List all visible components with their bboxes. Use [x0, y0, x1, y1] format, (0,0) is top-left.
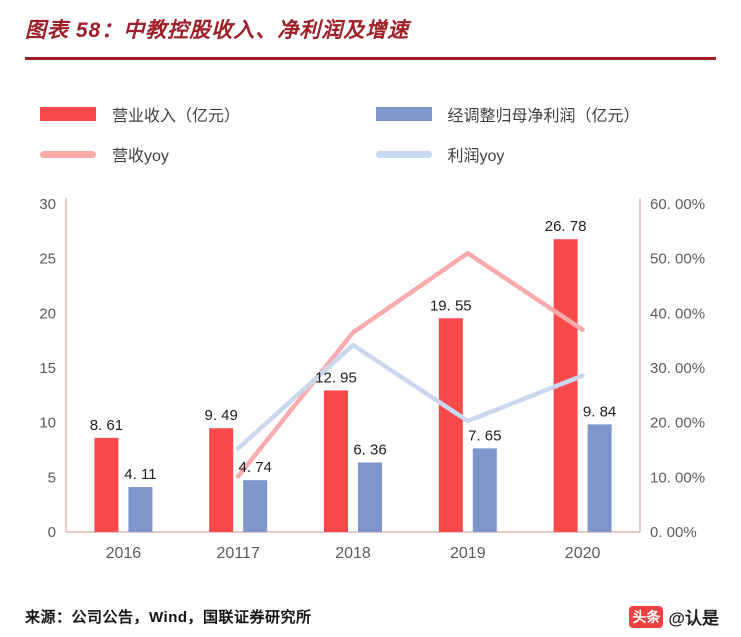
x-axis-label: 20117	[217, 545, 260, 562]
source-note: 来源：公司公告，Wind，国联证券研究所	[25, 609, 312, 626]
x-axis-label: 2018	[335, 545, 371, 562]
line-revenue-yoy	[235, 250, 585, 479]
left-axis-tick: 15	[39, 360, 56, 377]
right-axis-tick: 20. 00%	[650, 415, 705, 432]
x-axis-label: 2020	[565, 545, 601, 562]
left-axis-tick: 0	[48, 524, 56, 541]
bar-value-label: 4. 74	[239, 459, 272, 476]
figure-header: 图表 58：中教控股收入、净利润及增速	[25, 14, 716, 60]
legend-swatch-profit-yoy-line	[375, 150, 432, 158]
bar-net-profit	[587, 424, 612, 532]
bar-value-label: 7. 65	[468, 427, 501, 444]
left-axis-tick: 30	[39, 196, 56, 213]
bar-net-profit	[128, 487, 153, 532]
toutiao-logo: 头条	[629, 605, 664, 628]
legend-item-profit-yoy: 利润yoy	[375, 142, 712, 166]
right-axis-tick: 50. 00%	[650, 251, 705, 268]
bar-value-label: 8. 61	[90, 417, 123, 434]
bar-value-label: 26. 78	[545, 218, 587, 235]
bar-net-profit	[243, 480, 268, 532]
legend-swatch-revenue-yoy-line	[40, 150, 96, 158]
legend-item-net-profit: 经调整归母净利润（亿元）	[375, 102, 712, 126]
right-axis-tick: 30. 00%	[650, 360, 705, 377]
left-axis-tick: 10	[39, 415, 56, 432]
left-axis-tick: 25	[39, 251, 56, 268]
bar-revenue	[94, 437, 119, 532]
bar-value-label: 6. 36	[353, 441, 386, 458]
legend-item-revenue-yoy: 营收yoy	[40, 142, 376, 166]
right-axis-tick: 60. 00%	[650, 196, 705, 213]
legend-row-bars: 营业收入（亿元） 经调整归母净利润（亿元）	[40, 94, 711, 134]
bar-net-profit	[358, 462, 382, 532]
bar-net-profit	[472, 448, 497, 532]
x-axis-label: 2016	[106, 545, 142, 562]
legend-item-revenue: 营业收入（亿元）	[40, 102, 376, 126]
bar-revenue	[438, 318, 463, 532]
figure-title: 图表 58：中教控股收入、净利润及增速	[25, 19, 410, 42]
chart-legend: 营业收入（亿元） 经调整归母净利润（亿元） 营收yoy 利润yoy	[40, 94, 711, 174]
legend-label-revenue: 营业收入（亿元）	[112, 108, 241, 125]
figure-footer: 来源：公司公告，Wind，国联证券研究所 头条 @认是	[25, 604, 719, 629]
legend-swatch-revenue-bar	[40, 107, 96, 121]
right-axis-tick: 0. 00%	[650, 524, 697, 541]
legend-swatch-net-profit-bar	[375, 107, 432, 121]
right-axis-tick: 40. 00%	[650, 305, 705, 322]
legend-label-profit-yoy: 利润yoy	[447, 148, 505, 165]
legend-label-revenue-yoy: 营收yoy	[112, 148, 169, 165]
line-profit-yoy	[235, 342, 585, 451]
bar-revenue	[209, 428, 234, 532]
left-axis-tick: 20	[39, 305, 56, 322]
legend-row-lines: 营收yoy 利润yoy	[40, 134, 711, 174]
bar-value-label: 12. 95	[315, 369, 357, 386]
bar-value-label: 19. 55	[430, 297, 472, 314]
watermark: 头条 @认是	[629, 604, 719, 629]
bar-value-label: 9. 49	[205, 407, 238, 424]
chart-area: 营业收入（亿元） 经调整归母净利润（亿元） 营收yoy 利润yoy 0 5	[0, 94, 741, 577]
chart-plot-wrapper: 0 5 10 15 20 25 30 0. 00% 10. 00% 20. 00% 30. 00% 4…	[16, 192, 741, 577]
chart-plot: 0 5 10 15 20 25 30 0. 00% 10. 00% 20. 00% 30. 00% 4…	[39, 196, 705, 562]
left-axis-tick: 5	[48, 469, 56, 486]
legend-label-net-profit: 经调整归母净利润（亿元）	[447, 108, 640, 125]
right-axis-tick: 10. 00%	[650, 469, 705, 486]
report-figure-page: 图表 58：中教控股收入、净利润及增速 营业收入（亿元） 经调整归母净利润（亿元…	[0, 14, 741, 628]
bar-revenue	[324, 390, 348, 532]
bar-value-label: 4. 11	[124, 466, 156, 483]
x-axis-label: 2019	[450, 545, 486, 562]
bar-value-label: 9. 84	[583, 403, 616, 420]
watermark-handle: @认是	[668, 609, 719, 628]
